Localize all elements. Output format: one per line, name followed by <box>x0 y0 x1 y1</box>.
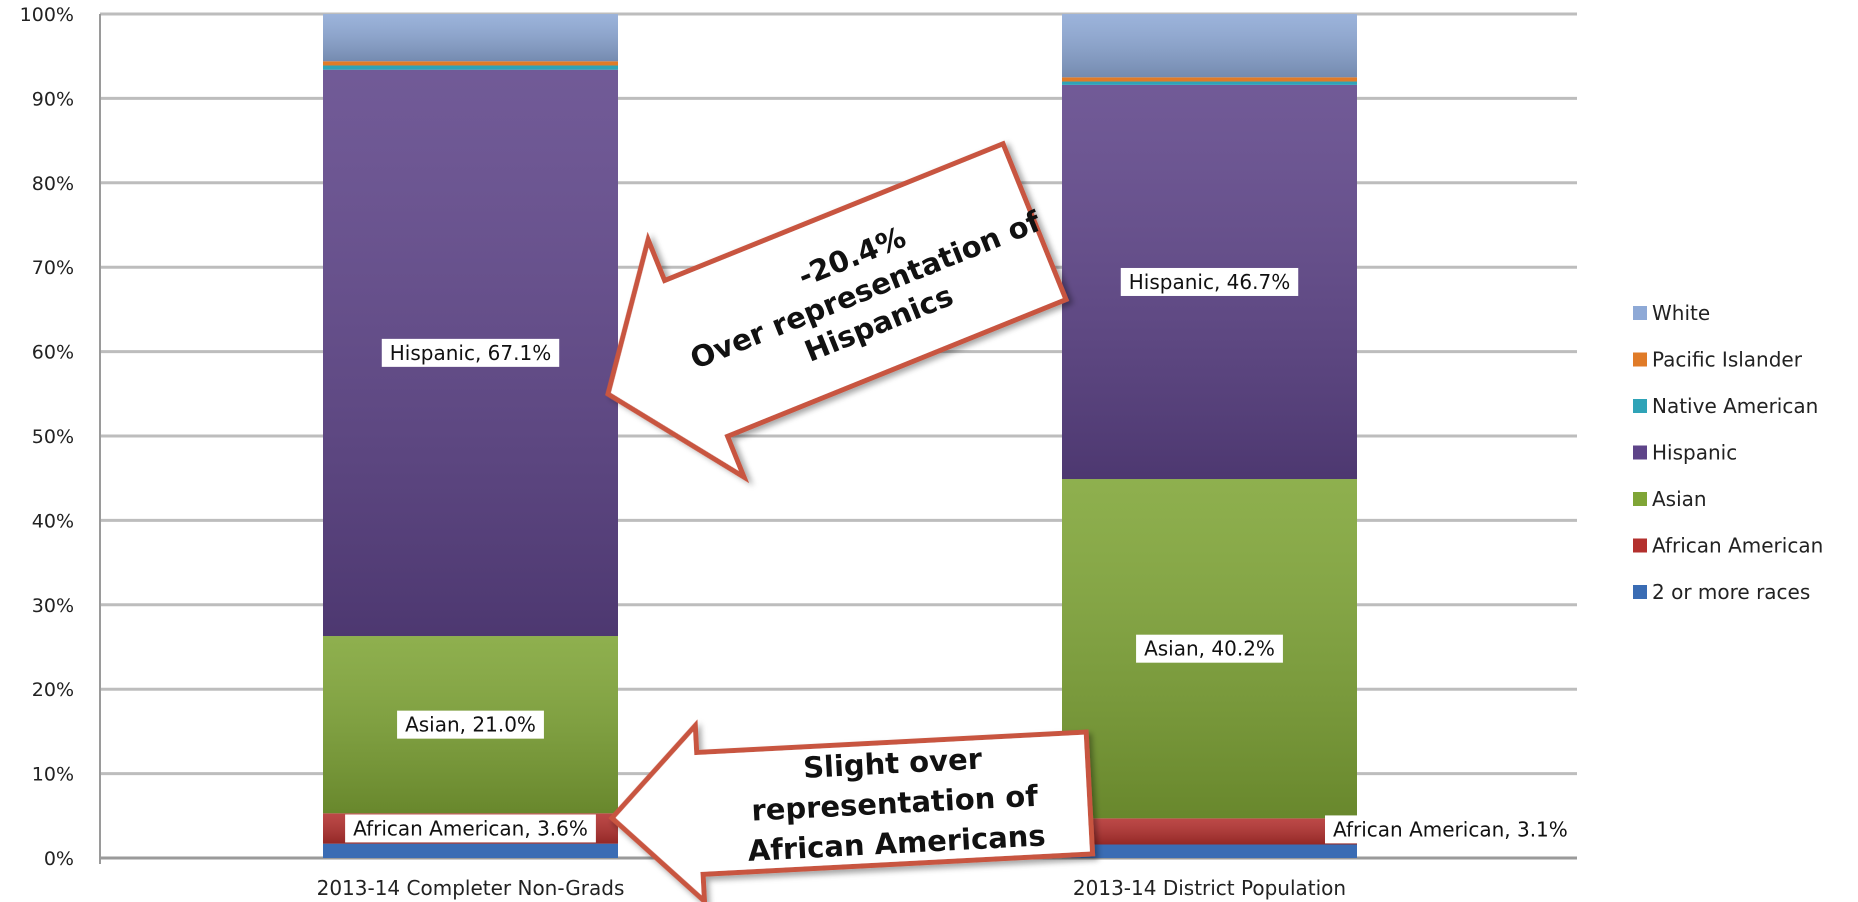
y-tick-label: 90% <box>32 88 74 110</box>
y-tick-label: 70% <box>32 257 74 279</box>
bar-pacific-islander-1 <box>323 61 618 66</box>
bar-white-1-shade <box>323 14 618 62</box>
legend-item-pacific-islander: Pacific Islander <box>1633 348 1803 372</box>
bar-2-or-more-races-1 <box>323 843 618 858</box>
data-label-box <box>381 338 560 367</box>
legend-label: Hispanic <box>1652 441 1737 465</box>
legend-item-african-american: African American <box>1633 534 1823 558</box>
legend-label: Asian <box>1652 487 1707 511</box>
data-label-asian-40-2: Asian, 40.2% <box>1136 634 1283 663</box>
data-label-text: Asian, 21.0% <box>405 713 536 737</box>
legend-item-white: White <box>1633 301 1710 325</box>
data-label-hispanic-67-1: Hispanic, 67.1% <box>381 338 560 367</box>
data-label-box <box>1136 634 1283 663</box>
legend-label: Pacific Islander <box>1652 348 1803 372</box>
legend-swatch <box>1633 445 1647 460</box>
legend-item-native-american: Native American <box>1633 394 1818 418</box>
y-tick-label: 10% <box>32 764 74 786</box>
data-label-text: Hispanic, 67.1% <box>390 341 551 365</box>
y-tick-label: 0% <box>44 848 74 870</box>
data-label-box <box>397 710 544 739</box>
legend-item-2-or-more-races: 2 or more races <box>1633 580 1810 604</box>
y-tick-label: 20% <box>32 679 74 701</box>
bar-white-2-shade <box>1062 14 1357 78</box>
data-label-african-american-3-1: African American, 3.1% <box>1325 815 1576 844</box>
callout-shape <box>608 719 1096 902</box>
bar-pacific-islander-2 <box>1062 77 1357 82</box>
data-label-box <box>1120 267 1299 296</box>
y-axis: 0% 10% 20% 30% 40% 50% 60% 70% 80% 90% 100% <box>20 4 101 870</box>
data-label-text: African American, 3.6% <box>353 816 588 840</box>
data-label-text: Asian, 40.2% <box>1144 637 1275 661</box>
legend-swatch <box>1633 306 1647 320</box>
legend-swatch <box>1633 585 1647 599</box>
legend-swatch <box>1633 399 1647 413</box>
data-labels: Hispanic, 67.1% Asian, 21.0% African Ameri… <box>345 267 1576 844</box>
data-label-asian-21-0: Asian, 21.0% <box>397 710 544 739</box>
y-tick-label: 30% <box>32 595 74 617</box>
legend-item-asian: Asian <box>1633 487 1707 511</box>
bar-native-american-1 <box>323 65 618 70</box>
x-category-label: 2013-14 District Population <box>1073 876 1346 900</box>
y-tick-label: 100% <box>20 4 74 26</box>
bar-native-american-2 <box>1062 81 1357 85</box>
data-label-text: African American, 3.1% <box>1333 817 1568 841</box>
legend-swatch <box>1633 352 1647 367</box>
legend-label: 2 or more races <box>1652 580 1810 604</box>
legend-label: Native American <box>1652 394 1818 418</box>
y-tick-label: 50% <box>32 426 74 448</box>
x-category-label: 2013-14 Completer Non-Grads <box>317 876 625 900</box>
data-label-box <box>1325 815 1576 844</box>
data-label-text: Hispanic, 46.7% <box>1129 270 1290 294</box>
legend-swatch <box>1633 538 1647 553</box>
y-tick-label: 80% <box>32 173 74 195</box>
legend-label: African American <box>1652 534 1823 558</box>
legend: White Pacific Islander Native American Hisp… <box>1633 301 1823 604</box>
legend-swatch <box>1633 492 1647 506</box>
y-tick-label: 40% <box>32 510 74 532</box>
data-label-hispanic-46-7: Hispanic, 46.7% <box>1120 267 1299 296</box>
y-tick-label: 60% <box>32 342 74 364</box>
callout-shape <box>605 140 1070 484</box>
bar-african-american-2-shade <box>1062 818 1357 845</box>
x-axis: 2013-14 Completer Non-Grads 2013-14 Distr… <box>317 876 1347 900</box>
legend-label: White <box>1652 301 1710 325</box>
data-label-african-american-3-6: African American, 3.6% <box>345 814 596 843</box>
bar-2-or-more-races-2 <box>1062 844 1357 858</box>
legend-item-hispanic: Hispanic <box>1633 441 1737 465</box>
data-label-box <box>345 814 596 843</box>
